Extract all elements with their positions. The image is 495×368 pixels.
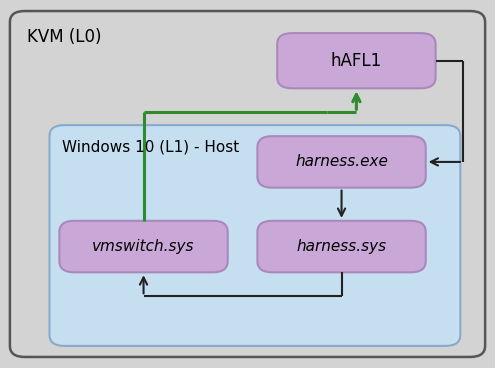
FancyBboxPatch shape <box>257 136 426 188</box>
Text: hAFL1: hAFL1 <box>331 52 382 70</box>
Text: vmswitch.sys: vmswitch.sys <box>92 239 195 254</box>
FancyBboxPatch shape <box>277 33 436 88</box>
FancyBboxPatch shape <box>257 221 426 272</box>
Text: KVM (L0): KVM (L0) <box>27 28 102 46</box>
FancyBboxPatch shape <box>50 125 460 346</box>
Text: harness.exe: harness.exe <box>295 155 388 169</box>
FancyBboxPatch shape <box>10 11 485 357</box>
Text: Windows 10 (L1) - Host: Windows 10 (L1) - Host <box>62 140 239 155</box>
FancyBboxPatch shape <box>59 221 228 272</box>
Text: harness.sys: harness.sys <box>297 239 387 254</box>
